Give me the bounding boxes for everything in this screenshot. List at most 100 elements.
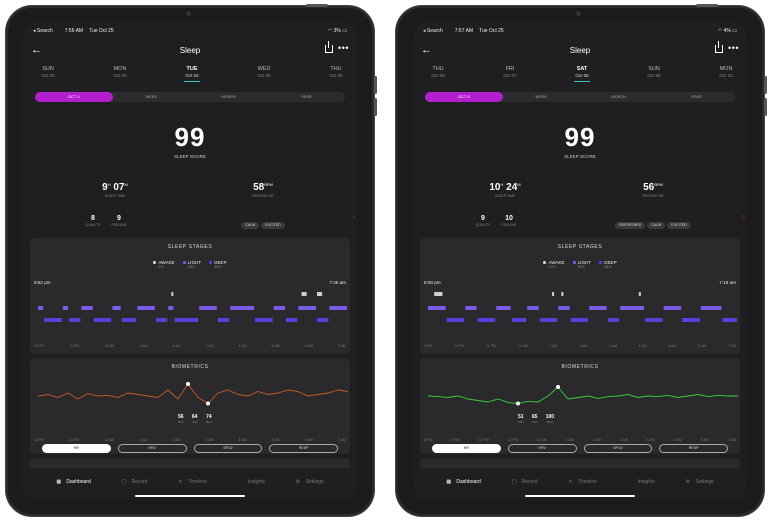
hr-avg: 64 AVG: [191, 414, 198, 424]
day-sun[interactable]: SUN Oct 09: [634, 66, 674, 78]
day-sat[interactable]: SAT Oct 08: [562, 66, 602, 82]
tab-settings[interactable]: ⚙ Settings: [686, 472, 714, 492]
light-segment: [465, 306, 477, 310]
axis-tick: 7 AM: [727, 438, 736, 442]
chevron-right-icon[interactable]: ›: [742, 212, 745, 221]
metric-tab-resp[interactable]: RESP: [269, 444, 338, 453]
tab-record[interactable]: ◯ Record: [121, 472, 147, 492]
hr-stats: 56 MIN 64 AVG 74 MAX: [178, 414, 212, 424]
axis-tick: 12 AM: [536, 438, 547, 442]
axis-tick: 9 PM: [424, 344, 433, 348]
day-wed[interactable]: WED Oct 05: [244, 66, 284, 78]
period-tab-year[interactable]: YEAR: [300, 94, 312, 99]
period-tab-week[interactable]: WEEK: [145, 94, 158, 99]
next-panel: [420, 458, 740, 468]
day-mon[interactable]: MON Oct 03: [100, 66, 140, 78]
day-sun[interactable]: SUN Oct 02: [28, 66, 68, 78]
tab-dashboard[interactable]: ▦ Dashboard: [56, 472, 90, 492]
volume-down-button: [374, 98, 377, 116]
day-thu[interactable]: THU Oct 06: [316, 66, 356, 78]
hr-max-dot[interactable]: [186, 382, 190, 386]
deep-segment: [722, 318, 737, 322]
back-arrow-icon[interactable]: ←: [31, 44, 42, 56]
metric-tab-hr[interactable]: HR: [42, 444, 111, 453]
period-tab-oct-4[interactable]: OCT 4: [35, 92, 113, 102]
axis-tick: 5 AM: [668, 344, 677, 348]
day-name: THU: [432, 66, 444, 72]
day-mon[interactable]: MON Oct 10: [706, 66, 746, 78]
metric-tab-spo2[interactable]: SPO2: [193, 444, 263, 453]
axis-tick: 4 AM: [638, 344, 647, 348]
metric-tab-spo2[interactable]: SPO2: [583, 444, 653, 453]
tab-settings[interactable]: ⚙ Settings: [296, 472, 324, 492]
metric-tab-hrv[interactable]: HRV: [117, 444, 187, 453]
metric-tab-hr[interactable]: HR: [432, 444, 501, 453]
volume-up-button: [764, 76, 767, 94]
period-tab-month[interactable]: MONTH: [221, 94, 237, 99]
light-segment: [137, 306, 155, 310]
more-icon[interactable]: •••: [728, 43, 739, 53]
axis-tick: 11 PM: [507, 438, 518, 442]
day-name: SUN: [648, 66, 660, 72]
tab-timeline[interactable]: ✕ Timeline: [568, 472, 597, 492]
day-thu[interactable]: THU Oct 06: [418, 66, 458, 78]
axis-tick: 3 AM: [205, 438, 214, 442]
day-date: Oct 06: [329, 73, 343, 78]
day-name: FRI: [505, 66, 515, 72]
tab-insights[interactable]: ⋰ Insights: [628, 472, 655, 492]
tab-dashboard[interactable]: ▦ Dashboard: [446, 472, 480, 492]
tab-bar: ▦ Dashboard ◯ Record ✕ Timeline ⋰ Insights ⚙ Sett…: [413, 472, 747, 492]
light-segment: [168, 306, 174, 310]
light-segment: [589, 306, 607, 310]
metric-tab-resp[interactable]: RESP: [659, 444, 728, 453]
axis-tick: 2 AM: [172, 438, 181, 442]
metric-tab-hrv[interactable]: HRV: [507, 444, 577, 453]
ipad-right: ◂ Search 7:57 AM Tue Oct 25 ◠ 4% ▭ ← Sleep…: [396, 4, 767, 516]
axis-tick: 7 AM: [727, 344, 736, 348]
hr-max-dot[interactable]: [556, 385, 560, 389]
screen: ◂ Search 7:56 AM Tue Oct 25 ◠ 3% ▭ ← Sleep…: [23, 22, 357, 500]
hr-min-dot[interactable]: [206, 401, 210, 406]
stages-legend: AWAKE 10% LIGHT 52% DEEP 38%: [420, 260, 740, 269]
hr-min: 51 MIN: [518, 414, 524, 424]
day-tue[interactable]: TUE Oct 04: [172, 66, 212, 82]
home-indicator[interactable]: [525, 495, 635, 497]
day-fri[interactable]: FRI Oct 07: [490, 66, 530, 78]
light-segment: [112, 306, 121, 310]
day-date: Oct 09: [647, 73, 661, 78]
deep-segment: [69, 318, 81, 322]
chevron-right-icon[interactable]: ›: [352, 212, 355, 221]
back-to-search[interactable]: ◂ Search: [33, 28, 53, 34]
share-icon[interactable]: [715, 41, 723, 53]
period-tab-week[interactable]: WEEK: [535, 94, 548, 99]
hr-min-dot[interactable]: [516, 401, 520, 406]
home-indicator[interactable]: [135, 495, 245, 497]
resting-hr: 58BPM RESTING HR: [252, 182, 274, 198]
tab-insights[interactable]: ⋰ Insights: [238, 472, 265, 492]
tab-record[interactable]: ◯ Record: [511, 472, 537, 492]
tab-label: Timeline: [188, 479, 207, 485]
period-tab-year[interactable]: YEAR: [690, 94, 702, 99]
light-segment: [273, 306, 285, 310]
period-tab-oct-8[interactable]: OCT 8: [425, 92, 503, 102]
stages-time-axis: 10 PM 11 PM 12 AM 1 AM 2 AM 3 AM 4 AM 5 AM 6 AM 7…: [34, 344, 346, 348]
axis-tick: 1 AM: [565, 438, 574, 442]
biometrics-panel: BIOMETRICS 56 MIN 64 AVG 74 MAX 10 PM 11 PM 1…: [30, 358, 350, 454]
axis-tick: 6 AM: [304, 344, 313, 348]
tab-timeline[interactable]: ✕ Timeline: [178, 472, 207, 492]
period-tab-month[interactable]: MONTH: [611, 94, 627, 99]
axis-tick: 4 AM: [238, 438, 247, 442]
axis-tick: 10 PM: [453, 344, 465, 348]
light-segment: [527, 306, 539, 310]
back-arrow-icon[interactable]: ←: [421, 44, 432, 56]
sleep-start-time: 9:52 pm: [34, 280, 51, 285]
more-icon[interactable]: •••: [338, 43, 349, 53]
legend-awake: AWAKE 9%: [153, 260, 175, 269]
back-to-search[interactable]: ◂ Search: [423, 28, 443, 34]
share-icon[interactable]: [325, 41, 333, 53]
day-name: WED: [257, 66, 271, 72]
day-date: Oct 10: [719, 73, 733, 78]
dashboard-icon: ▦: [56, 478, 62, 485]
stages-title: SLEEP STAGES: [167, 244, 213, 250]
quality: 8 QUALITY: [85, 215, 101, 227]
